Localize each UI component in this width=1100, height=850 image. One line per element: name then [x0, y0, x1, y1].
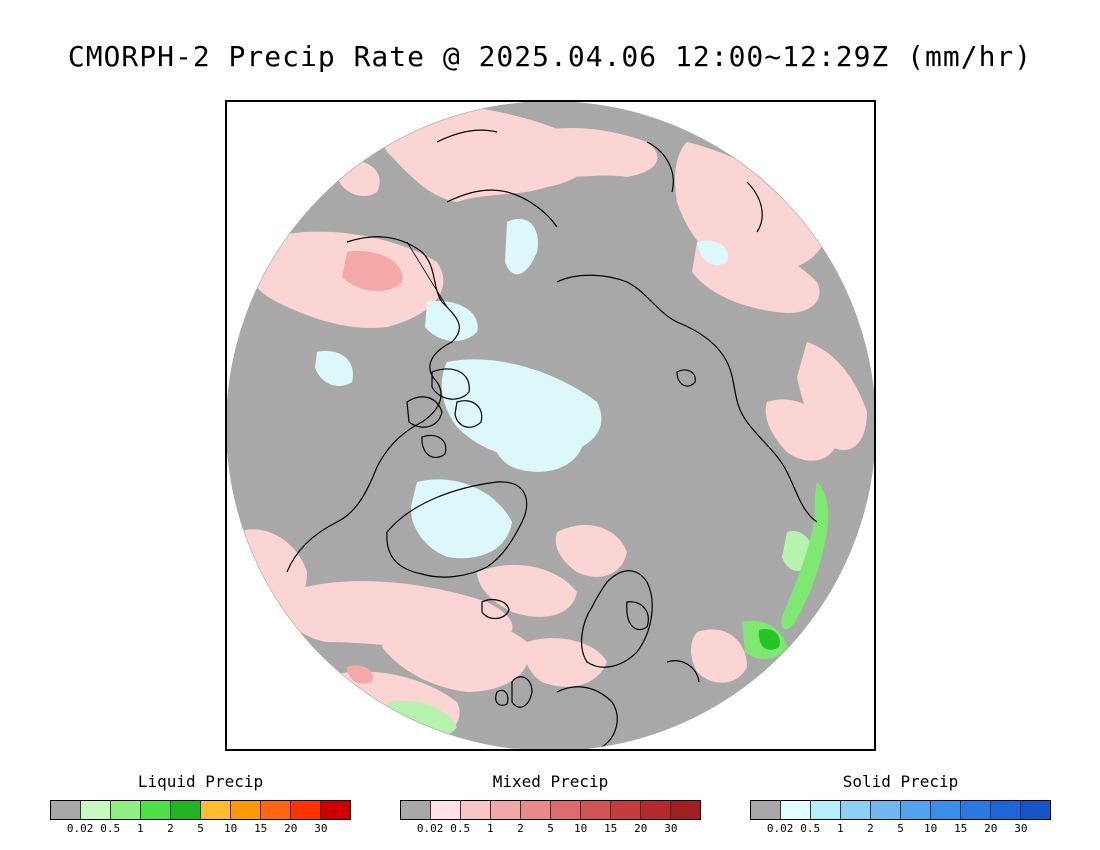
color-bar: [750, 800, 1051, 820]
legend-swatch: [990, 801, 1020, 819]
legend-title: Solid Precip: [842, 772, 959, 791]
legend-swatch: [640, 801, 670, 819]
map-title: CMORPH-2 Precip Rate @ 2025.04.06 12:00~…: [67, 40, 1033, 73]
liquid-precip-strong: [758, 628, 780, 650]
tick-label: 2: [167, 822, 174, 835]
legend-swatch: [490, 801, 520, 819]
legend-swatch: [751, 801, 780, 819]
legend-swatch: [430, 801, 460, 819]
tick-label: 2: [867, 822, 874, 835]
tick-label: 10: [573, 822, 588, 835]
color-bar: [400, 800, 701, 820]
map-panel: [225, 100, 876, 751]
tick-label: 30: [314, 822, 328, 835]
tick-label: 10: [223, 822, 238, 835]
tick-label: 0.02: [766, 822, 794, 835]
legend-swatch: [260, 801, 290, 819]
tick-label: 0.5: [100, 822, 121, 835]
mixed-precip-regions: [236, 105, 867, 742]
tick-label: 0.5: [800, 822, 821, 835]
tick-label: 30: [1014, 822, 1028, 835]
legend-swatch: [780, 801, 810, 819]
tick-label: 10: [923, 822, 938, 835]
legend-swatch: [960, 801, 990, 819]
legend-swatch: [320, 801, 350, 819]
tick-labels: 0.02 0.5 1 2 5 10 15 20 30: [400, 822, 701, 838]
tick-label: 20: [984, 822, 998, 835]
legend-swatch: [1020, 801, 1050, 819]
precip-map: [227, 102, 874, 749]
legend-swatch: [290, 801, 320, 819]
legend-title: Liquid Precip: [137, 772, 264, 791]
tick-label: 1: [836, 822, 844, 835]
legend-swatch: [80, 801, 110, 819]
legend-mixed: Mixed Precip 0.02 0.5 1 2 5 10 15 20 30: [400, 772, 701, 838]
legend-swatch: [230, 801, 260, 819]
tick-labels: 0.02 0.5 1 2 5 10 15 20 30: [750, 822, 1051, 838]
legend-swatch: [460, 801, 490, 819]
legend-swatch: [51, 801, 80, 819]
tick-label: 0.02: [416, 822, 444, 835]
legend-swatch: [670, 801, 700, 819]
legend-swatch: [170, 801, 200, 819]
color-bar: [50, 800, 351, 820]
coastlines: [286, 129, 818, 748]
legend-swatch: [810, 801, 840, 819]
tick-label: 0.5: [450, 822, 471, 835]
tick-label: 30: [664, 822, 678, 835]
legend-swatch: [520, 801, 550, 819]
tick-label: 20: [634, 822, 648, 835]
legend-swatch: [580, 801, 610, 819]
legend-liquid: Liquid Precip 0.02 0.5 1 2 5 10 15 20 30: [50, 772, 351, 838]
tick-label: 5: [197, 822, 204, 835]
tick-label: 1: [486, 822, 494, 835]
tick-labels: 0.02 0.5 1 2 5 10 15 20 30: [50, 822, 351, 838]
solid-precip-regions: [315, 218, 728, 559]
tick-label: 2: [517, 822, 524, 835]
legend-swatch: [900, 801, 930, 819]
tick-label: 5: [897, 822, 904, 835]
tick-label: 20: [284, 822, 298, 835]
legend-swatch: [140, 801, 170, 819]
legend-swatch: [930, 801, 960, 819]
tick-label: 15: [254, 822, 268, 835]
legend-swatch: [840, 801, 870, 819]
legend-swatch: [550, 801, 580, 819]
tick-label: 0.02: [66, 822, 94, 835]
legend-solid: Solid Precip 0.02 0.5 1 2 5 10 15 20 30: [750, 772, 1051, 838]
legend-swatch: [610, 801, 640, 819]
tick-label: 5: [547, 822, 554, 835]
legend-swatch: [870, 801, 900, 819]
legend-swatch: [200, 801, 230, 819]
tick-label: 15: [604, 822, 618, 835]
legend-title: Mixed Precip: [492, 772, 609, 791]
legend-swatch: [110, 801, 140, 819]
tick-label: 15: [954, 822, 968, 835]
tick-label: 1: [136, 822, 144, 835]
legend-swatch: [401, 801, 430, 819]
